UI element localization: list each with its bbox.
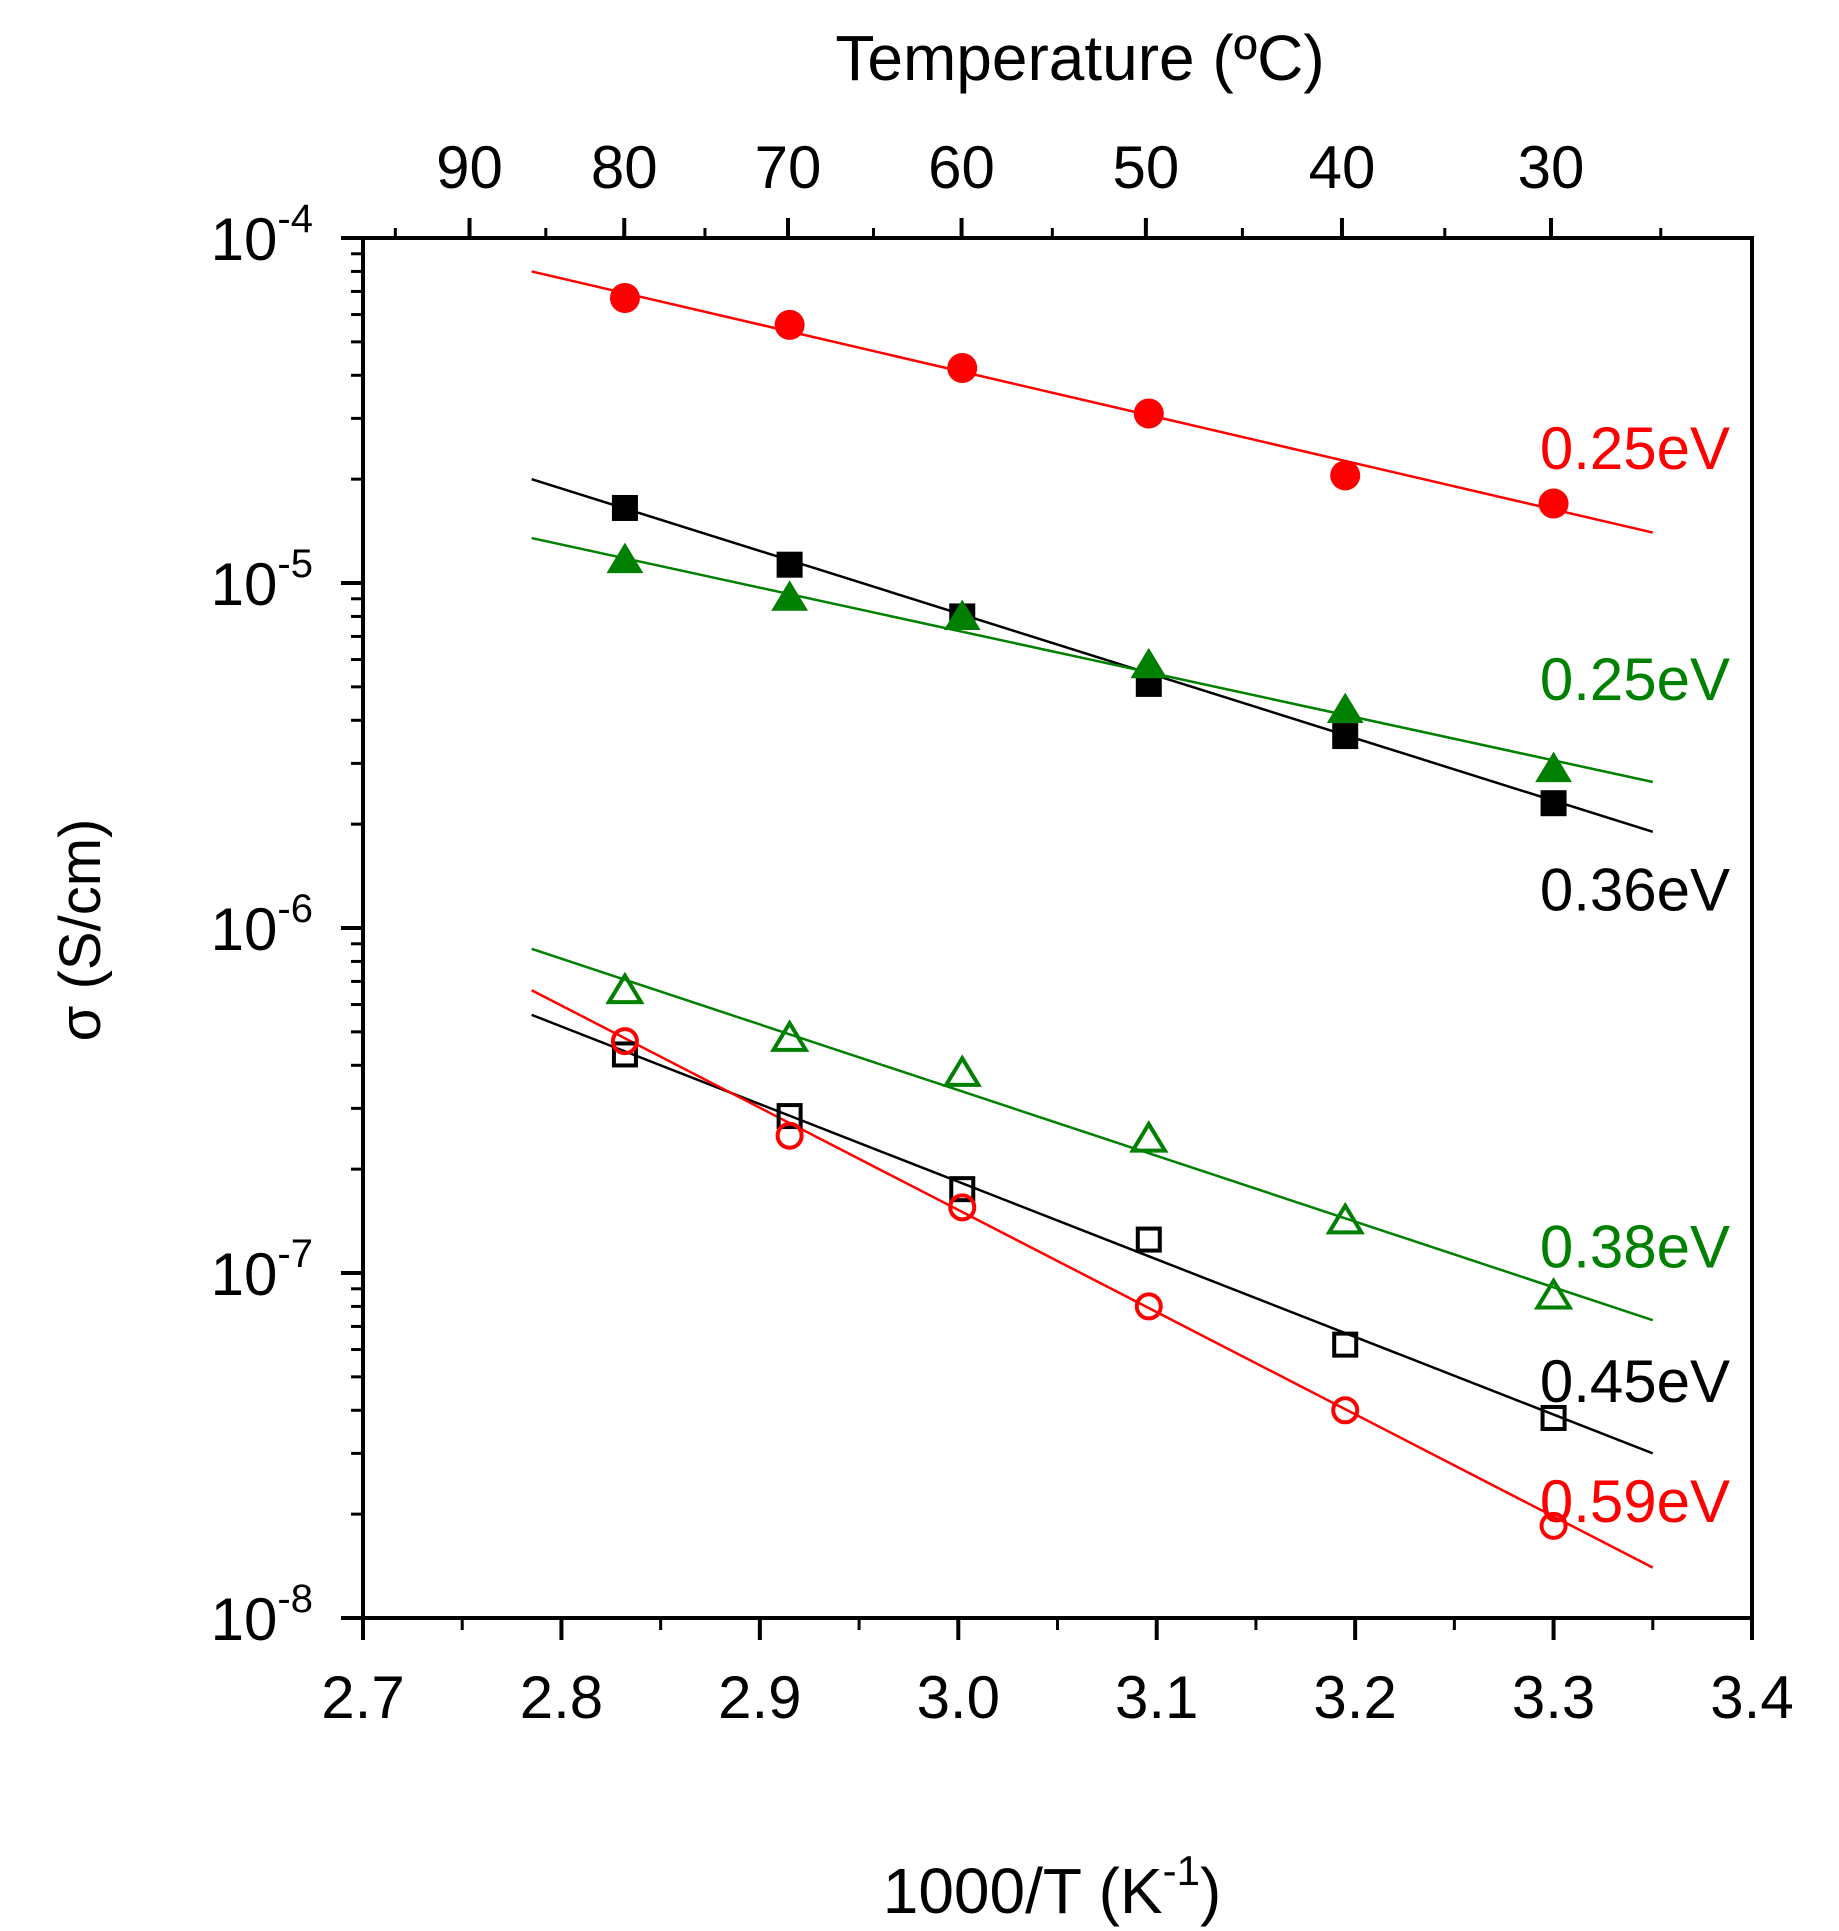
open-circle-red-activation-energy: 0.59eV	[1540, 1468, 1730, 1535]
filled-triangle-green-point	[606, 542, 644, 574]
open-triangle-green-point	[1325, 1201, 1365, 1235]
filled-triangle-green-point	[1535, 751, 1572, 783]
filled-triangle-green-point	[1326, 692, 1364, 724]
y-tick-exponent: -4	[277, 197, 313, 241]
open-circle-red-point	[1331, 1396, 1360, 1425]
filled-circle-red-point	[774, 309, 805, 340]
x-axis-label-main: 1000/T (K	[883, 1855, 1163, 1927]
x-tick-label: 3.1	[1115, 1664, 1198, 1731]
y-tick-base: 10	[211, 551, 278, 618]
y-tick-label: 10-4	[211, 197, 313, 273]
filled-square-black-point	[611, 494, 638, 521]
open-circle-red-point	[610, 1027, 639, 1056]
top-tick-label: 50	[1113, 134, 1180, 201]
filled-circle-red-activation-energy: 0.25eV	[1540, 415, 1730, 482]
axis-ticks	[341, 218, 1754, 1640]
y-tick-exponent: -5	[277, 542, 313, 586]
open-triangle-green-point	[605, 971, 645, 1005]
y-tick-base: 10	[211, 896, 278, 963]
open-square-black-activation-energy: 0.45eV	[1540, 1348, 1730, 1415]
x-axis-label-close: )	[1200, 1855, 1221, 1927]
y-tick-base: 10	[211, 1241, 278, 1308]
open-circle-red-point	[1539, 1511, 1568, 1540]
fit-lines	[531, 270, 1654, 1569]
open-square-black-point	[611, 1041, 638, 1068]
open-square-black-point	[1540, 1404, 1567, 1431]
open-triangle-green-point	[769, 1019, 810, 1052]
open-triangle-green-fit-line	[531, 947, 1654, 1322]
data-markers	[605, 283, 1574, 1540]
open-circle-red-point	[948, 1193, 977, 1222]
x-tick-label: 2.9	[718, 1664, 801, 1731]
x-tick-label: 3.4	[1710, 1664, 1793, 1731]
open-square-black-fit-line	[531, 1013, 1654, 1455]
open-square-black-point	[1135, 1226, 1162, 1253]
filled-triangle-green-activation-energy: 0.25eV	[1540, 646, 1730, 713]
top-tick-label: 80	[591, 134, 658, 201]
y-tick-exponent: -7	[277, 1232, 313, 1276]
y-tick-exponent: -8	[277, 1577, 313, 1621]
open-square-black-point	[776, 1103, 803, 1130]
open-triangle-green-point	[1533, 1277, 1574, 1310]
x-tick-label: 3.3	[1512, 1664, 1595, 1731]
open-triangle-green-activation-energy: 0.38eV	[1540, 1214, 1730, 1281]
filled-square-black-point	[1540, 790, 1567, 817]
open-circle-red-fit-line	[531, 989, 1654, 1569]
filled-triangle-green-point	[1130, 647, 1168, 679]
y-tick-base: 10	[211, 206, 278, 273]
filled-square-black-point	[1332, 723, 1359, 750]
top-tick-label: 60	[928, 134, 995, 201]
y-tick-base: 10	[211, 1586, 278, 1653]
x-tick-label: 3.0	[917, 1664, 1000, 1731]
filled-circle-red-point	[947, 352, 978, 383]
filled-square-black-activation-energy: 0.36eV	[1540, 857, 1730, 924]
filled-triangle-green-point	[943, 599, 981, 631]
top-tick-label: 30	[1518, 134, 1585, 201]
open-circle-red-point	[1134, 1292, 1163, 1321]
y-tick-label: 10-5	[211, 542, 313, 618]
filled-circle-red-fit-line	[531, 270, 1654, 534]
top-axis-label: Temperature (ºC)	[835, 22, 1324, 94]
y-tick-label: 10-6	[211, 887, 313, 963]
filled-triangle-green-point	[771, 580, 809, 611]
y-tick-label: 10-7	[211, 1232, 313, 1308]
open-triangle-green-point	[942, 1054, 982, 1087]
axis-tick-labels: 2.7 2.8 2.9 3.0 3.1 3.2 3.3 3.4 90 80 70 60 50 40 30 10…	[211, 134, 1794, 1731]
top-tick-label: 40	[1309, 134, 1376, 201]
y-tick-label: 10-8	[211, 1577, 313, 1653]
filled-circle-red-point	[1330, 460, 1361, 491]
x-axis-label-exponent: -1	[1163, 1847, 1200, 1894]
open-triangle-green-point	[1129, 1120, 1169, 1153]
y-axis-label: σ (S/cm)	[48, 819, 113, 1042]
open-square-black-point	[949, 1176, 976, 1203]
x-tick-label: 2.7	[321, 1664, 404, 1731]
filled-circle-red-point	[609, 283, 640, 314]
x-tick-label: 3.2	[1313, 1664, 1396, 1731]
filled-square-black-point	[776, 551, 803, 578]
top-tick-label: 70	[755, 134, 822, 201]
filled-triangle-green-fit-line	[531, 536, 1654, 784]
filled-square-black-fit-line	[531, 477, 1654, 834]
open-circle-red-point	[775, 1121, 804, 1150]
open-square-black-point	[1332, 1331, 1359, 1358]
top-tick-label: 90	[436, 134, 503, 201]
filled-circle-red-point	[1538, 488, 1569, 519]
x-tick-label: 2.8	[520, 1664, 603, 1731]
y-tick-exponent: -6	[277, 887, 313, 931]
activation-energy-labels: 0.25eV 0.36eV 0.25eV 0.38eV 0.45eV 0.59eV	[1540, 415, 1730, 1535]
filled-circle-red-point	[1133, 398, 1164, 429]
x-axis-label: 1000/T (K-1)	[883, 1847, 1222, 1927]
